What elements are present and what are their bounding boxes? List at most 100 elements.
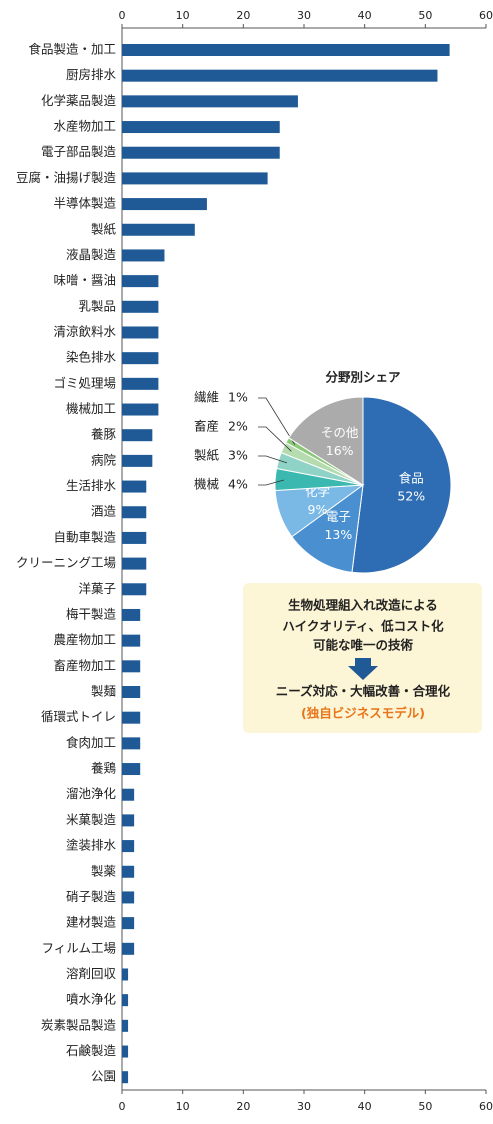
category-label: 洋菓子 <box>78 581 116 596</box>
bar <box>122 352 159 365</box>
bar <box>122 942 135 955</box>
bar <box>122 737 141 750</box>
bar <box>122 44 450 56</box>
category-label: 農産物加工 <box>53 632 116 647</box>
slice-label: 畜産 <box>194 419 219 434</box>
bar <box>122 634 141 647</box>
bar <box>122 223 195 236</box>
slice-value: 1% <box>228 390 248 405</box>
pie-slice <box>288 396 364 486</box>
category-label: 溜池浄化 <box>66 786 117 801</box>
category-label: 染色排水 <box>66 350 117 365</box>
category-label: 水産物加工 <box>53 119 116 134</box>
bar <box>122 1045 129 1058</box>
category-label: 清涼飲料水 <box>53 324 116 339</box>
category-label: 循環式トイレ <box>41 709 116 724</box>
x-tick-label: 40 <box>358 9 372 22</box>
category-label: 養鶏 <box>91 761 117 776</box>
x-tick-label: 20 <box>236 9 250 22</box>
bar <box>122 95 298 108</box>
bar <box>122 454 153 467</box>
category-label: 厨房排水 <box>66 67 117 82</box>
bar <box>122 480 147 493</box>
bar <box>122 121 280 134</box>
x-tick-label: 10 <box>176 9 190 22</box>
leader-line <box>258 455 288 464</box>
category-label: 酒造 <box>91 504 117 519</box>
bar <box>122 69 438 82</box>
bar <box>122 377 159 390</box>
bar <box>122 583 147 596</box>
bar <box>122 506 147 519</box>
category-label: 塗装排水 <box>66 838 117 853</box>
bar <box>122 300 159 313</box>
slice-value: 4% <box>228 477 248 492</box>
bar <box>122 608 141 621</box>
category-label: 自動車製造 <box>53 529 116 544</box>
pie-slice <box>351 396 452 574</box>
x-tick-label: 60 <box>479 9 493 22</box>
slice-label: 製紙 <box>194 448 220 463</box>
slice-label: 食品 <box>399 471 424 486</box>
category-label: 病院 <box>91 452 117 467</box>
category-label: 溶剤回収 <box>66 966 117 981</box>
leader-line <box>258 397 296 445</box>
callout-text: ニーズ対応・大幅改善・合理化 <box>276 684 451 699</box>
slice-value: 3% <box>228 448 248 463</box>
bar <box>122 198 207 211</box>
x-tick-label: 30 <box>297 9 311 22</box>
callout-text: ハイクオリティ、低コスト化 <box>282 619 444 634</box>
x-tick-label: 50 <box>418 9 432 22</box>
leader-line <box>258 479 285 486</box>
pie-title: 分野別シェア <box>325 370 400 385</box>
category-label: 炭素製品製造 <box>41 1017 117 1032</box>
bar <box>122 172 268 185</box>
category-label: 製薬 <box>91 863 117 878</box>
category-label: 乳製品 <box>78 298 116 313</box>
bar <box>122 146 280 159</box>
category-label: 石鹸製造 <box>66 1043 117 1058</box>
bar <box>122 865 135 878</box>
category-label: 米菓製造 <box>66 812 117 827</box>
bar <box>122 275 159 288</box>
category-label: 液晶製造 <box>66 247 117 262</box>
category-label: フィルム工場 <box>41 940 116 955</box>
category-label: 化学薬品製造 <box>41 93 117 108</box>
pie-slice <box>291 483 364 573</box>
category-label: 建材製造 <box>66 915 117 930</box>
leader-line <box>258 426 292 452</box>
category-label: 味噌・醤油 <box>53 273 116 288</box>
slice-value: 52% <box>397 489 425 504</box>
bar <box>122 557 147 570</box>
category-label: 豆腐・油揚げ製造 <box>16 170 117 185</box>
bar <box>122 249 165 262</box>
x-tick-label: 60 <box>479 1100 493 1113</box>
category-label: ゴミ処理場 <box>53 375 116 390</box>
callout-text: 生物処理組入れ改造による <box>288 598 438 613</box>
x-tick-label: 50 <box>418 1100 432 1113</box>
bar <box>122 968 129 981</box>
slice-value: 13% <box>324 527 352 542</box>
slice-value: 2% <box>228 419 248 434</box>
bar <box>122 1019 129 1032</box>
x-tick-label: 0 <box>119 1100 126 1113</box>
slice-value: 16% <box>326 443 354 458</box>
callout-text: 可能な唯一の技術 <box>313 638 414 653</box>
bar <box>122 917 135 930</box>
bar <box>122 660 141 673</box>
x-tick-label: 0 <box>119 9 126 22</box>
category-label: 畜産物加工 <box>53 658 116 673</box>
x-tick-label: 20 <box>236 1100 250 1113</box>
callout-arrow <box>348 658 378 680</box>
bar <box>122 531 147 544</box>
slice-label: その他 <box>321 425 359 440</box>
bar <box>122 891 135 904</box>
category-label: 梅干製造 <box>66 606 117 621</box>
bar <box>122 814 135 827</box>
bar <box>122 1071 129 1084</box>
bar <box>122 788 135 801</box>
slice-label: 繊維 <box>194 390 219 405</box>
bar <box>122 840 135 853</box>
bar <box>122 326 159 339</box>
